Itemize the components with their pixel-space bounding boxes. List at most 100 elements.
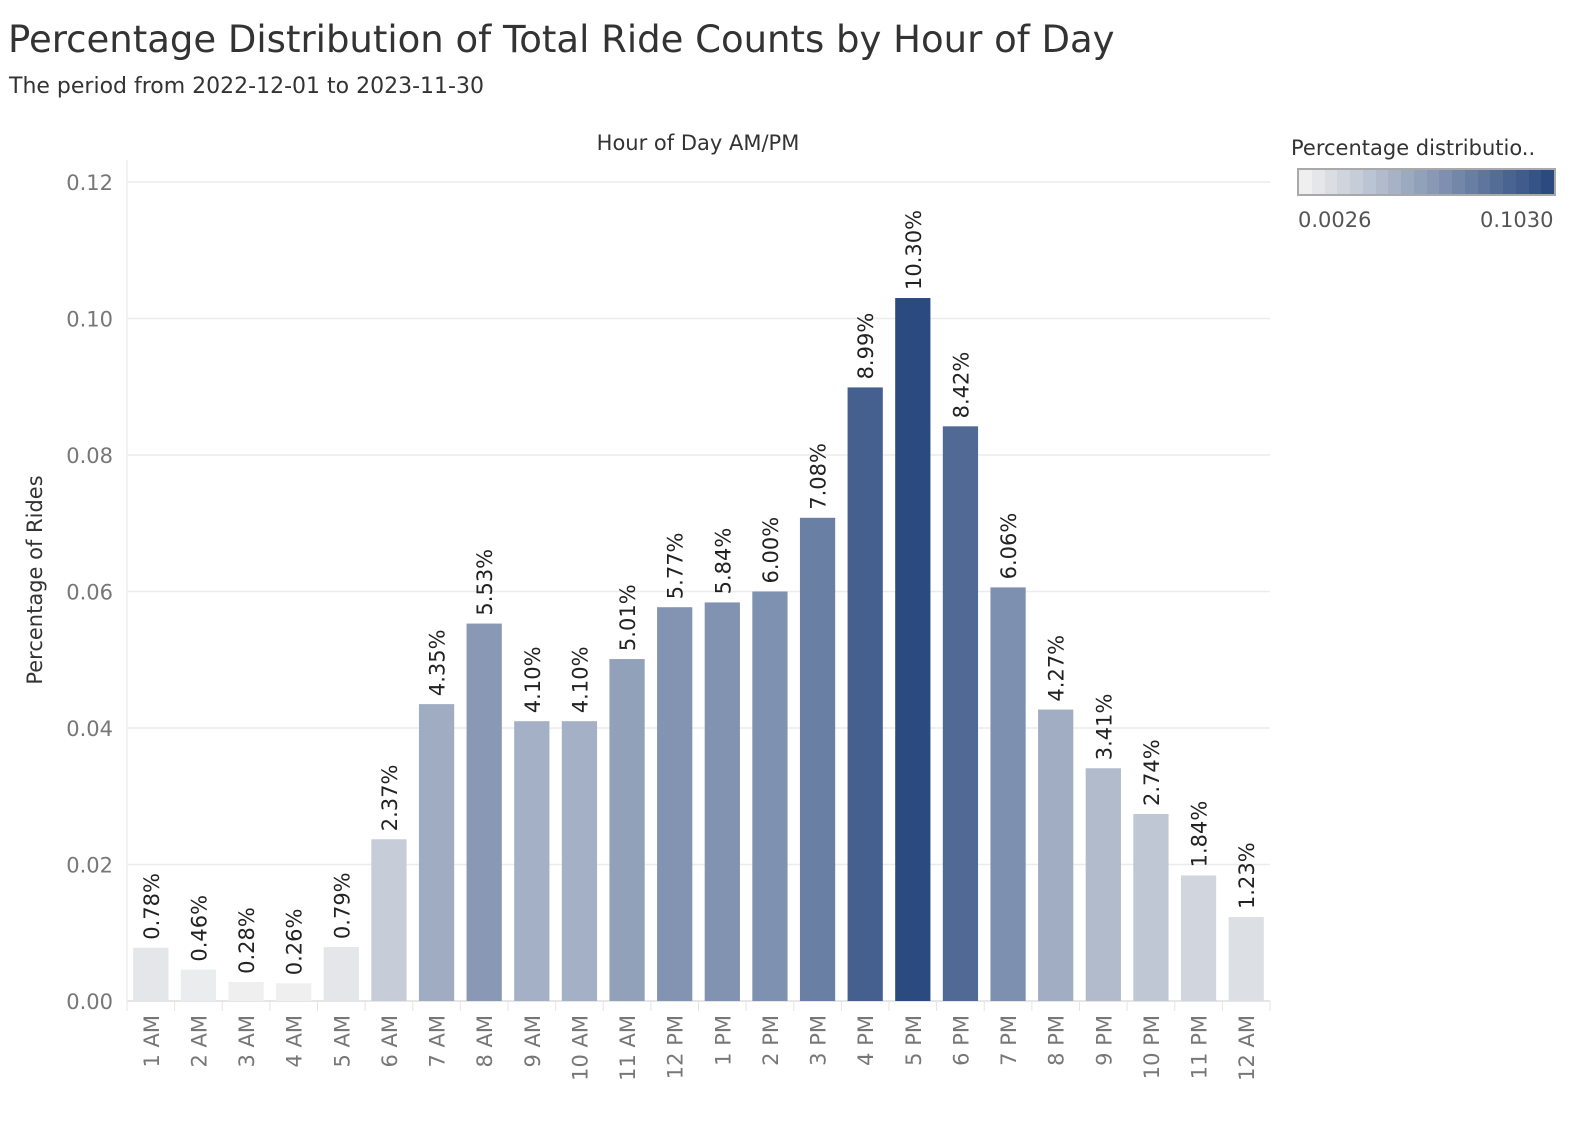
legend-title: Percentage distributio.. <box>1291 136 1536 160</box>
data-label: 6.00% <box>759 517 783 584</box>
x-tick-label: 12 AM <box>1235 1015 1259 1081</box>
data-label: 8.42% <box>949 352 973 419</box>
bar-10-pm[interactable] <box>1133 813 1169 1001</box>
x-tick-label: 8 AM <box>473 1015 497 1068</box>
legend-swatch <box>1362 170 1376 194</box>
bar-6-am[interactable] <box>371 839 407 1001</box>
x-tick-label: 3 AM <box>235 1015 259 1068</box>
bar-8-pm[interactable] <box>1038 709 1074 1001</box>
x-tick-label: 7 AM <box>426 1015 450 1068</box>
bar-4-pm[interactable] <box>847 387 883 1001</box>
x-tick-label: 11 AM <box>616 1015 640 1081</box>
bar-12-am[interactable] <box>1228 917 1264 1001</box>
y-tick-label: 0.00 <box>66 990 113 1014</box>
x-axis-ticks: 1 AM 2 AM 3 AM 4 AM 5 AM 6 AM 7 AM 8 AM 9 AM 10 A… <box>126 1001 1271 1081</box>
bar-3-am[interactable] <box>228 981 264 1001</box>
x-tick-label: 4 AM <box>283 1015 307 1068</box>
data-labels: 0.78% 0.46% 0.28% 0.26% 0.79% 2.37% 4.35% 5.53%… <box>140 210 1259 975</box>
x-tick-label: 10 PM <box>1140 1015 1164 1079</box>
x-tick-label: 1 PM <box>711 1015 735 1066</box>
legend-swatch <box>1439 170 1452 194</box>
bar-5-pm[interactable] <box>895 298 931 1001</box>
data-label: 5.84% <box>711 528 735 595</box>
x-tick-label: 4 PM <box>854 1015 878 1066</box>
legend-swatch <box>1490 170 1503 194</box>
data-label: 4.27% <box>1045 635 1069 702</box>
y-tick-label: 0.02 <box>66 854 113 878</box>
data-label: 7.08% <box>807 443 831 510</box>
legend-swatch <box>1464 170 1478 194</box>
bar-1-am[interactable] <box>133 947 169 1001</box>
bar-3-pm[interactable] <box>799 517 836 1001</box>
data-label: 2.74% <box>1140 739 1164 806</box>
bar-10-am[interactable] <box>561 721 598 1001</box>
bar-11-am[interactable] <box>609 659 645 1001</box>
data-label: 0.46% <box>187 895 211 962</box>
data-label: 4.10% <box>568 646 592 713</box>
data-label: 1.23% <box>1235 842 1259 909</box>
data-label: 0.28% <box>235 907 259 974</box>
legend-swatch <box>1477 170 1491 194</box>
y-tick-label: 0.04 <box>66 717 113 741</box>
chart-title: Percentage Distribution of Total Ride Co… <box>8 18 1115 61</box>
y-tick-label: 0.06 <box>66 581 113 605</box>
data-label: 6.06% <box>997 513 1021 580</box>
x-tick-label: 5 AM <box>330 1015 354 1068</box>
legend-min-label: 0.0026 <box>1298 208 1372 232</box>
bars <box>133 298 1264 1002</box>
x-tick-label: 10 AM <box>568 1015 592 1081</box>
legend-swatch <box>1401 170 1414 194</box>
data-label: 5.77% <box>664 532 688 599</box>
bar-7-am[interactable] <box>418 704 455 1001</box>
data-label: 0.78% <box>140 873 164 940</box>
y-tick-label: 0.08 <box>66 444 113 468</box>
bar-8-am[interactable] <box>466 623 502 1001</box>
legend-swatch <box>1528 170 1542 194</box>
legend-swatch <box>1350 170 1363 194</box>
legend-swatch <box>1426 170 1440 194</box>
x-tick-label: 6 PM <box>949 1015 973 1066</box>
data-label: 0.26% <box>283 909 307 976</box>
data-label: 10.30% <box>902 210 926 290</box>
data-label: 1.84% <box>1188 801 1212 868</box>
bar-12-pm[interactable] <box>657 607 693 1001</box>
legend-swatch <box>1515 170 1529 194</box>
bar-5-am[interactable] <box>323 947 359 1001</box>
legend-swatch <box>1388 170 1401 194</box>
legend-swatch <box>1375 170 1389 194</box>
y-tick-label: 0.10 <box>66 308 113 332</box>
legend-swatch <box>1324 170 1338 194</box>
data-label: 3.41% <box>1092 694 1116 761</box>
x-tick-label: 9 PM <box>1092 1015 1116 1066</box>
legend-swatch <box>1452 170 1465 194</box>
bar-6-pm[interactable] <box>942 426 979 1002</box>
bar-9-am[interactable] <box>514 721 550 1001</box>
x-tick-label: 7 PM <box>997 1015 1021 1066</box>
bar-7-pm[interactable] <box>990 587 1026 1001</box>
bar-1-pm[interactable] <box>704 602 740 1001</box>
legend-swatch <box>1311 170 1325 194</box>
data-label: 8.99% <box>854 313 878 380</box>
x-tick-label: 8 PM <box>1045 1015 1069 1066</box>
color-legend-gradient <box>1297 168 1556 196</box>
x-tick-label: 3 PM <box>807 1015 831 1066</box>
data-label: 5.53% <box>473 549 497 616</box>
x-tick-label: 1 AM <box>140 1015 164 1068</box>
bar-11-pm[interactable] <box>1180 875 1217 1001</box>
bar-2-am[interactable] <box>180 969 217 1001</box>
legend-swatch <box>1541 170 1554 194</box>
legend-max-label: 0.1030 <box>1480 208 1554 232</box>
x-tick-label: 2 PM <box>759 1015 783 1066</box>
data-label: 2.37% <box>378 765 402 832</box>
x-tick-label: 11 PM <box>1188 1015 1212 1079</box>
legend-swatch <box>1299 170 1312 194</box>
chart-subtitle: The period from 2022-12-01 to 2023-11-30 <box>9 74 484 99</box>
data-label: 5.01% <box>616 584 640 651</box>
bar-4-am[interactable] <box>276 983 312 1001</box>
bar-9-pm[interactable] <box>1085 768 1121 1001</box>
y-axis-title: Percentage of Rides <box>23 475 47 684</box>
y-axis-ticks: 0.00 0.02 0.04 0.06 0.08 0.10 0.12 <box>66 171 113 1014</box>
x-tick-label: 6 AM <box>378 1015 402 1068</box>
data-label: 4.35% <box>426 629 450 696</box>
bar-2-pm[interactable] <box>752 591 788 1002</box>
